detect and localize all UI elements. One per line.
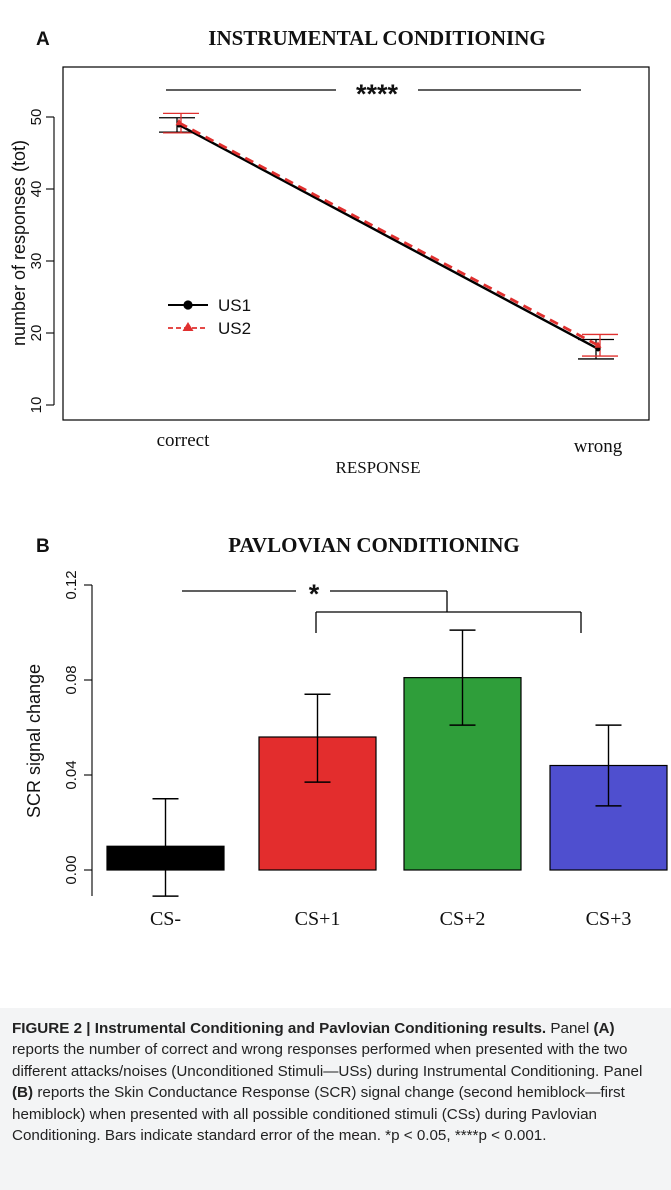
x-tick-label-wrong: wrong	[574, 436, 623, 457]
panel-a-title: INSTRUMENTAL CONDITIONING	[208, 26, 545, 50]
panel-b-y-tick-label: 0.08	[63, 665, 80, 694]
panel-a-x-label: RESPONSE	[335, 458, 420, 477]
significance-star-b: *	[309, 579, 320, 609]
panel-a-y-label: number of responses (tot)	[9, 140, 29, 346]
caption-lead: FIGURE 2 | Instrumental Conditioning and…	[12, 1020, 547, 1037]
panel-a-y-tick-label: 30	[28, 253, 45, 270]
significance-bracket-b: *	[182, 579, 582, 633]
caption-panel-b-ref: (B)	[12, 1084, 34, 1102]
panel-a-line-us1	[178, 123, 599, 350]
x-tick-label: CS+3	[586, 908, 632, 930]
legend: US1 US2	[168, 296, 251, 338]
x-tick-label: CS+2	[440, 908, 486, 930]
caption-text-3: reports the Skin Conductance Response (S…	[12, 1084, 625, 1145]
x-tick-label: CS-	[150, 908, 181, 930]
panel-a-y-ticks: 10 20 30 40 50	[28, 109, 54, 414]
panel-b: B PAVLOVIAN CONDITIONING 0.00 0.04 0.08 0.1…	[24, 533, 668, 930]
legend-us1-marker	[183, 300, 193, 310]
caption-significance: *p < 0.05, ****p < 0.001.	[385, 1127, 547, 1145]
panel-b-letter: B	[36, 536, 50, 557]
panel-a-y-tick-label: 40	[28, 181, 45, 198]
panel-b-y-tick-label: 0.04	[63, 760, 80, 789]
panel-a-point-us2	[594, 341, 602, 348]
panel-b-y-label: SCR signal change	[24, 664, 44, 818]
panel-a-point-us2	[175, 118, 183, 126]
legend-us1-label: US1	[218, 296, 251, 315]
figure-graphic: A INSTRUMENTAL CONDITIONING 10 20 30 40 50 n…	[9, 26, 668, 930]
panel-a-y-tick-label: 10	[28, 397, 45, 414]
panel-a-y-tick-label: 20	[28, 325, 45, 342]
panel-b-title: PAVLOVIAN CONDITIONING	[228, 533, 520, 557]
panel-b-y-ticks: 0.00 0.04 0.08 0.12	[63, 570, 92, 885]
panel-b-bars	[106, 629, 668, 897]
caption-text-2: reports the number of correct and wrong …	[12, 1041, 643, 1080]
panel-a-data	[159, 112, 618, 360]
caption-text-1: Panel	[546, 1020, 594, 1037]
panel-a-letter: A	[36, 29, 50, 50]
panel-a: A INSTRUMENTAL CONDITIONING 10 20 30 40 50 n…	[9, 26, 650, 477]
panel-a-plot-frame	[62, 66, 650, 421]
x-tick-label-correct: correct	[157, 430, 210, 451]
legend-us2-label: US2	[218, 319, 251, 338]
significance-stars-a: ****	[356, 79, 399, 109]
x-tick-label: CS+1	[295, 908, 341, 930]
panel-b-y-tick-label: 0.00	[63, 855, 80, 884]
panel-a-y-tick-label: 50	[28, 109, 45, 126]
figure-caption: FIGURE 2 | Instrumental Conditioning and…	[0, 1008, 671, 1190]
caption-panel-a-ref: (A)	[593, 1020, 615, 1037]
panel-b-y-tick-label: 0.12	[63, 570, 80, 599]
panel-b-x-labels: CS- CS+1 CS+2 CS+3	[150, 908, 631, 930]
panel-a-line-us2	[178, 121, 599, 347]
legend-us2-marker	[182, 322, 194, 331]
